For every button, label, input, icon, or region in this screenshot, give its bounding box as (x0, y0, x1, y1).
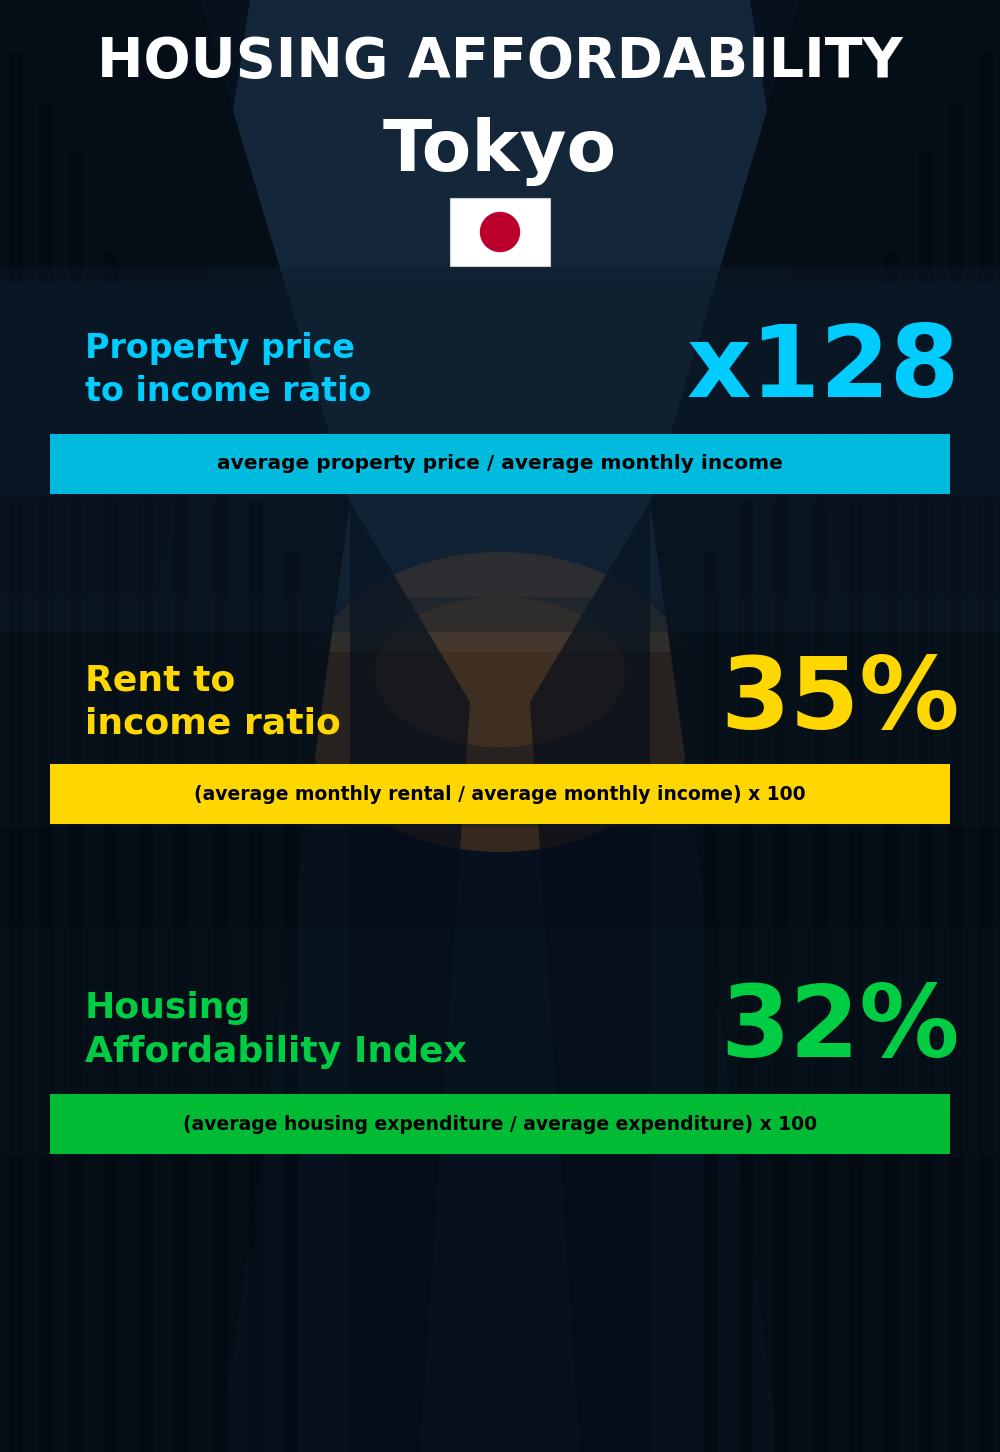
Bar (214, 452, 228, 1452)
Bar (139, 351, 153, 1452)
Text: Housing
Affordability Index: Housing Affordability Index (85, 992, 467, 1069)
Bar (919, 152, 933, 1452)
Bar (979, 52, 993, 1452)
Text: (average housing expenditure / average expenditure) x 100: (average housing expenditure / average e… (183, 1115, 817, 1134)
Bar (0, 597, 1000, 828)
Bar (174, 402, 188, 1452)
Bar (774, 452, 788, 1452)
Text: x128: x128 (687, 321, 960, 418)
Bar (104, 253, 118, 1452)
Text: Property price
to income ratio: Property price to income ratio (85, 333, 371, 408)
Bar (884, 253, 898, 1452)
Circle shape (480, 212, 520, 251)
Text: 35%: 35% (721, 653, 960, 751)
Text: Rent to
income ratio: Rent to income ratio (85, 664, 341, 741)
Polygon shape (530, 502, 650, 1452)
Bar (949, 102, 963, 1452)
Polygon shape (350, 502, 470, 1452)
Ellipse shape (300, 552, 700, 852)
Bar (39, 102, 53, 1452)
Polygon shape (650, 0, 1000, 1452)
FancyBboxPatch shape (450, 197, 550, 266)
Ellipse shape (375, 597, 625, 746)
Bar (0, 267, 1000, 497)
Text: (average monthly rental / average monthly income) x 100: (average monthly rental / average monthl… (194, 784, 806, 803)
Bar (849, 351, 863, 1452)
Bar (50, 1093, 950, 1154)
Bar (0, 282, 1000, 632)
Bar (69, 152, 83, 1452)
Bar (50, 764, 950, 823)
Polygon shape (0, 0, 350, 1452)
Text: average property price / average monthly income: average property price / average monthly… (217, 454, 783, 473)
Bar (739, 502, 753, 1452)
Bar (814, 402, 828, 1452)
Bar (0, 926, 1000, 1157)
Bar (284, 552, 298, 1452)
Bar (9, 52, 23, 1452)
Text: Tokyo: Tokyo (383, 118, 617, 186)
Bar (249, 502, 263, 1452)
Polygon shape (150, 0, 850, 652)
Bar (704, 552, 718, 1452)
Bar (50, 434, 950, 494)
Text: HOUSING AFFORDABILITY: HOUSING AFFORDABILITY (97, 35, 903, 89)
Text: 32%: 32% (721, 982, 960, 1079)
